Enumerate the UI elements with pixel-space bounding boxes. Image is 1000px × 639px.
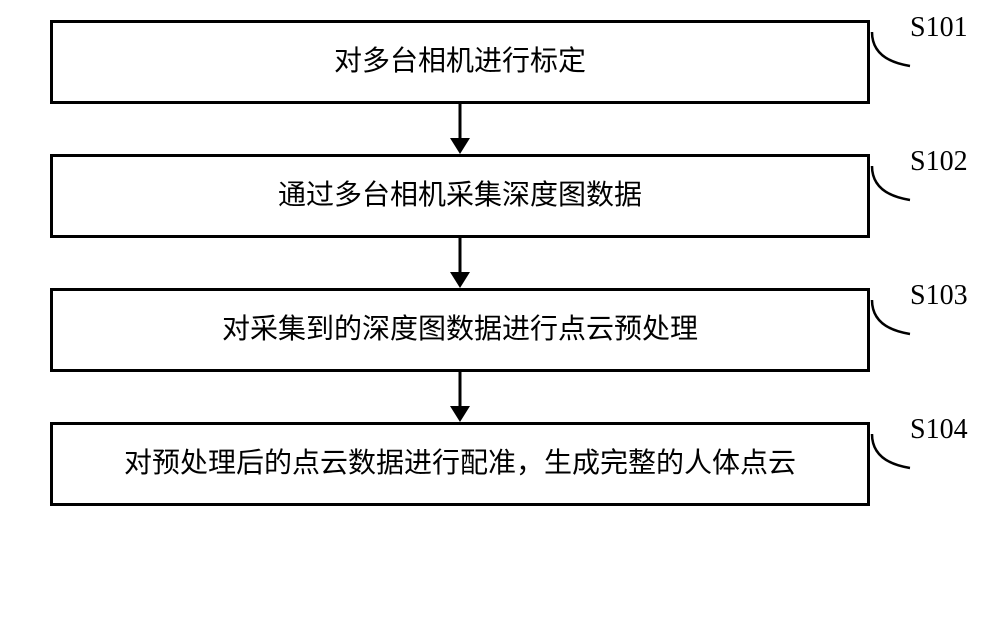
label-curve-icon — [870, 30, 920, 70]
step-row: 对多台相机进行标定 S101 — [50, 20, 950, 104]
label-curve-icon — [870, 298, 920, 338]
arrow-connector — [50, 104, 870, 154]
step-label-4: S104 — [910, 414, 968, 446]
arrow-connector — [50, 372, 870, 422]
step-row: 对预处理后的点云数据进行配准，生成完整的人体点云 S104 — [50, 422, 950, 506]
arrow-icon — [50, 238, 870, 288]
step-box-3: 对采集到的深度图数据进行点云预处理 — [50, 288, 870, 372]
step-box-2: 通过多台相机采集深度图数据 — [50, 154, 870, 238]
arrow-icon — [50, 104, 870, 154]
step-text: 对多台相机进行标定 — [334, 41, 586, 83]
step-text: 对预处理后的点云数据进行配准，生成完整的人体点云 — [124, 443, 796, 485]
label-curve-icon — [870, 432, 920, 472]
step-label-1: S101 — [910, 12, 968, 44]
step-text: 对采集到的深度图数据进行点云预处理 — [222, 309, 698, 351]
arrow-connector — [50, 238, 870, 288]
flowchart-container: 对多台相机进行标定 S101 通过多台相机采集深度图数据 S102 — [50, 20, 950, 506]
label-curve-icon — [870, 164, 920, 204]
step-text: 通过多台相机采集深度图数据 — [278, 175, 642, 217]
step-box-4: 对预处理后的点云数据进行配准，生成完整的人体点云 — [50, 422, 870, 506]
step-label-2: S102 — [910, 146, 968, 178]
step-row: 通过多台相机采集深度图数据 S102 — [50, 154, 950, 238]
arrow-icon — [50, 372, 870, 422]
step-label-3: S103 — [910, 280, 968, 312]
step-row: 对采集到的深度图数据进行点云预处理 S103 — [50, 288, 950, 372]
step-box-1: 对多台相机进行标定 — [50, 20, 870, 104]
